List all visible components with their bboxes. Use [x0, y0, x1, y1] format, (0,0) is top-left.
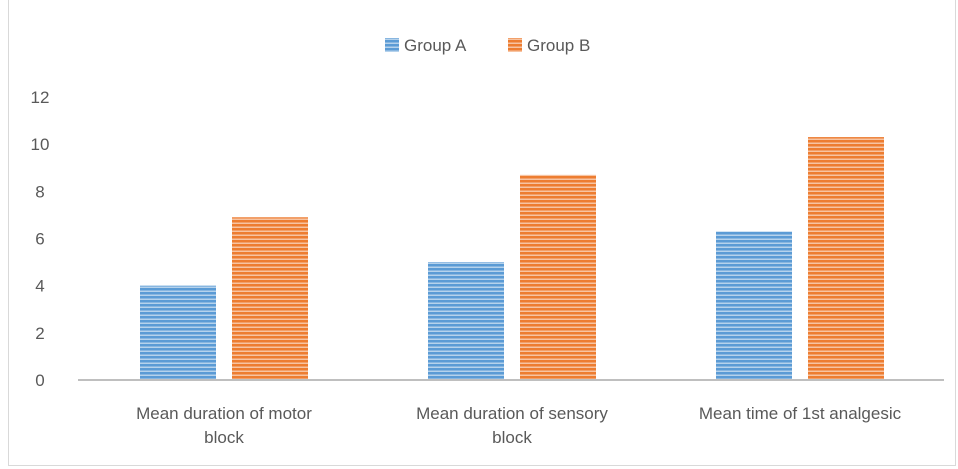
y-tick-label: 4 [35, 277, 44, 296]
bar-group-a-3 [716, 231, 792, 380]
y-tick-label: 0 [35, 371, 44, 390]
legend: Group A Group B [385, 36, 590, 55]
category-label: Mean duration of motor [136, 404, 312, 423]
bars [140, 137, 884, 380]
bar-group-a-2 [428, 262, 504, 380]
y-tick-label: 2 [35, 324, 44, 343]
legend-label-group-a: Group A [404, 36, 467, 55]
bar-group-b-3 [808, 137, 884, 380]
chart-frame [8, 0, 956, 466]
y-tick-label: 10 [31, 135, 50, 154]
category-label: block [204, 428, 244, 447]
x-axis: Mean duration of motor block Mean duration… [78, 379, 944, 447]
y-tick-label: 8 [35, 182, 44, 201]
legend-label-group-b: Group B [527, 36, 590, 55]
category-label: block [492, 428, 532, 447]
y-axis: 0 2 4 6 8 10 12 [31, 88, 50, 390]
y-tick-label: 12 [31, 88, 50, 107]
bar-group-b-1 [232, 217, 308, 380]
bar-group-b-2 [520, 174, 596, 380]
legend-swatch-group-b [508, 38, 522, 52]
category-label: Mean duration of sensory [416, 404, 608, 423]
y-tick-label: 6 [35, 230, 44, 249]
legend-swatch-group-a [385, 38, 399, 52]
category-label: Mean time of 1st analgesic [699, 404, 902, 423]
bar-group-a-1 [140, 285, 216, 380]
